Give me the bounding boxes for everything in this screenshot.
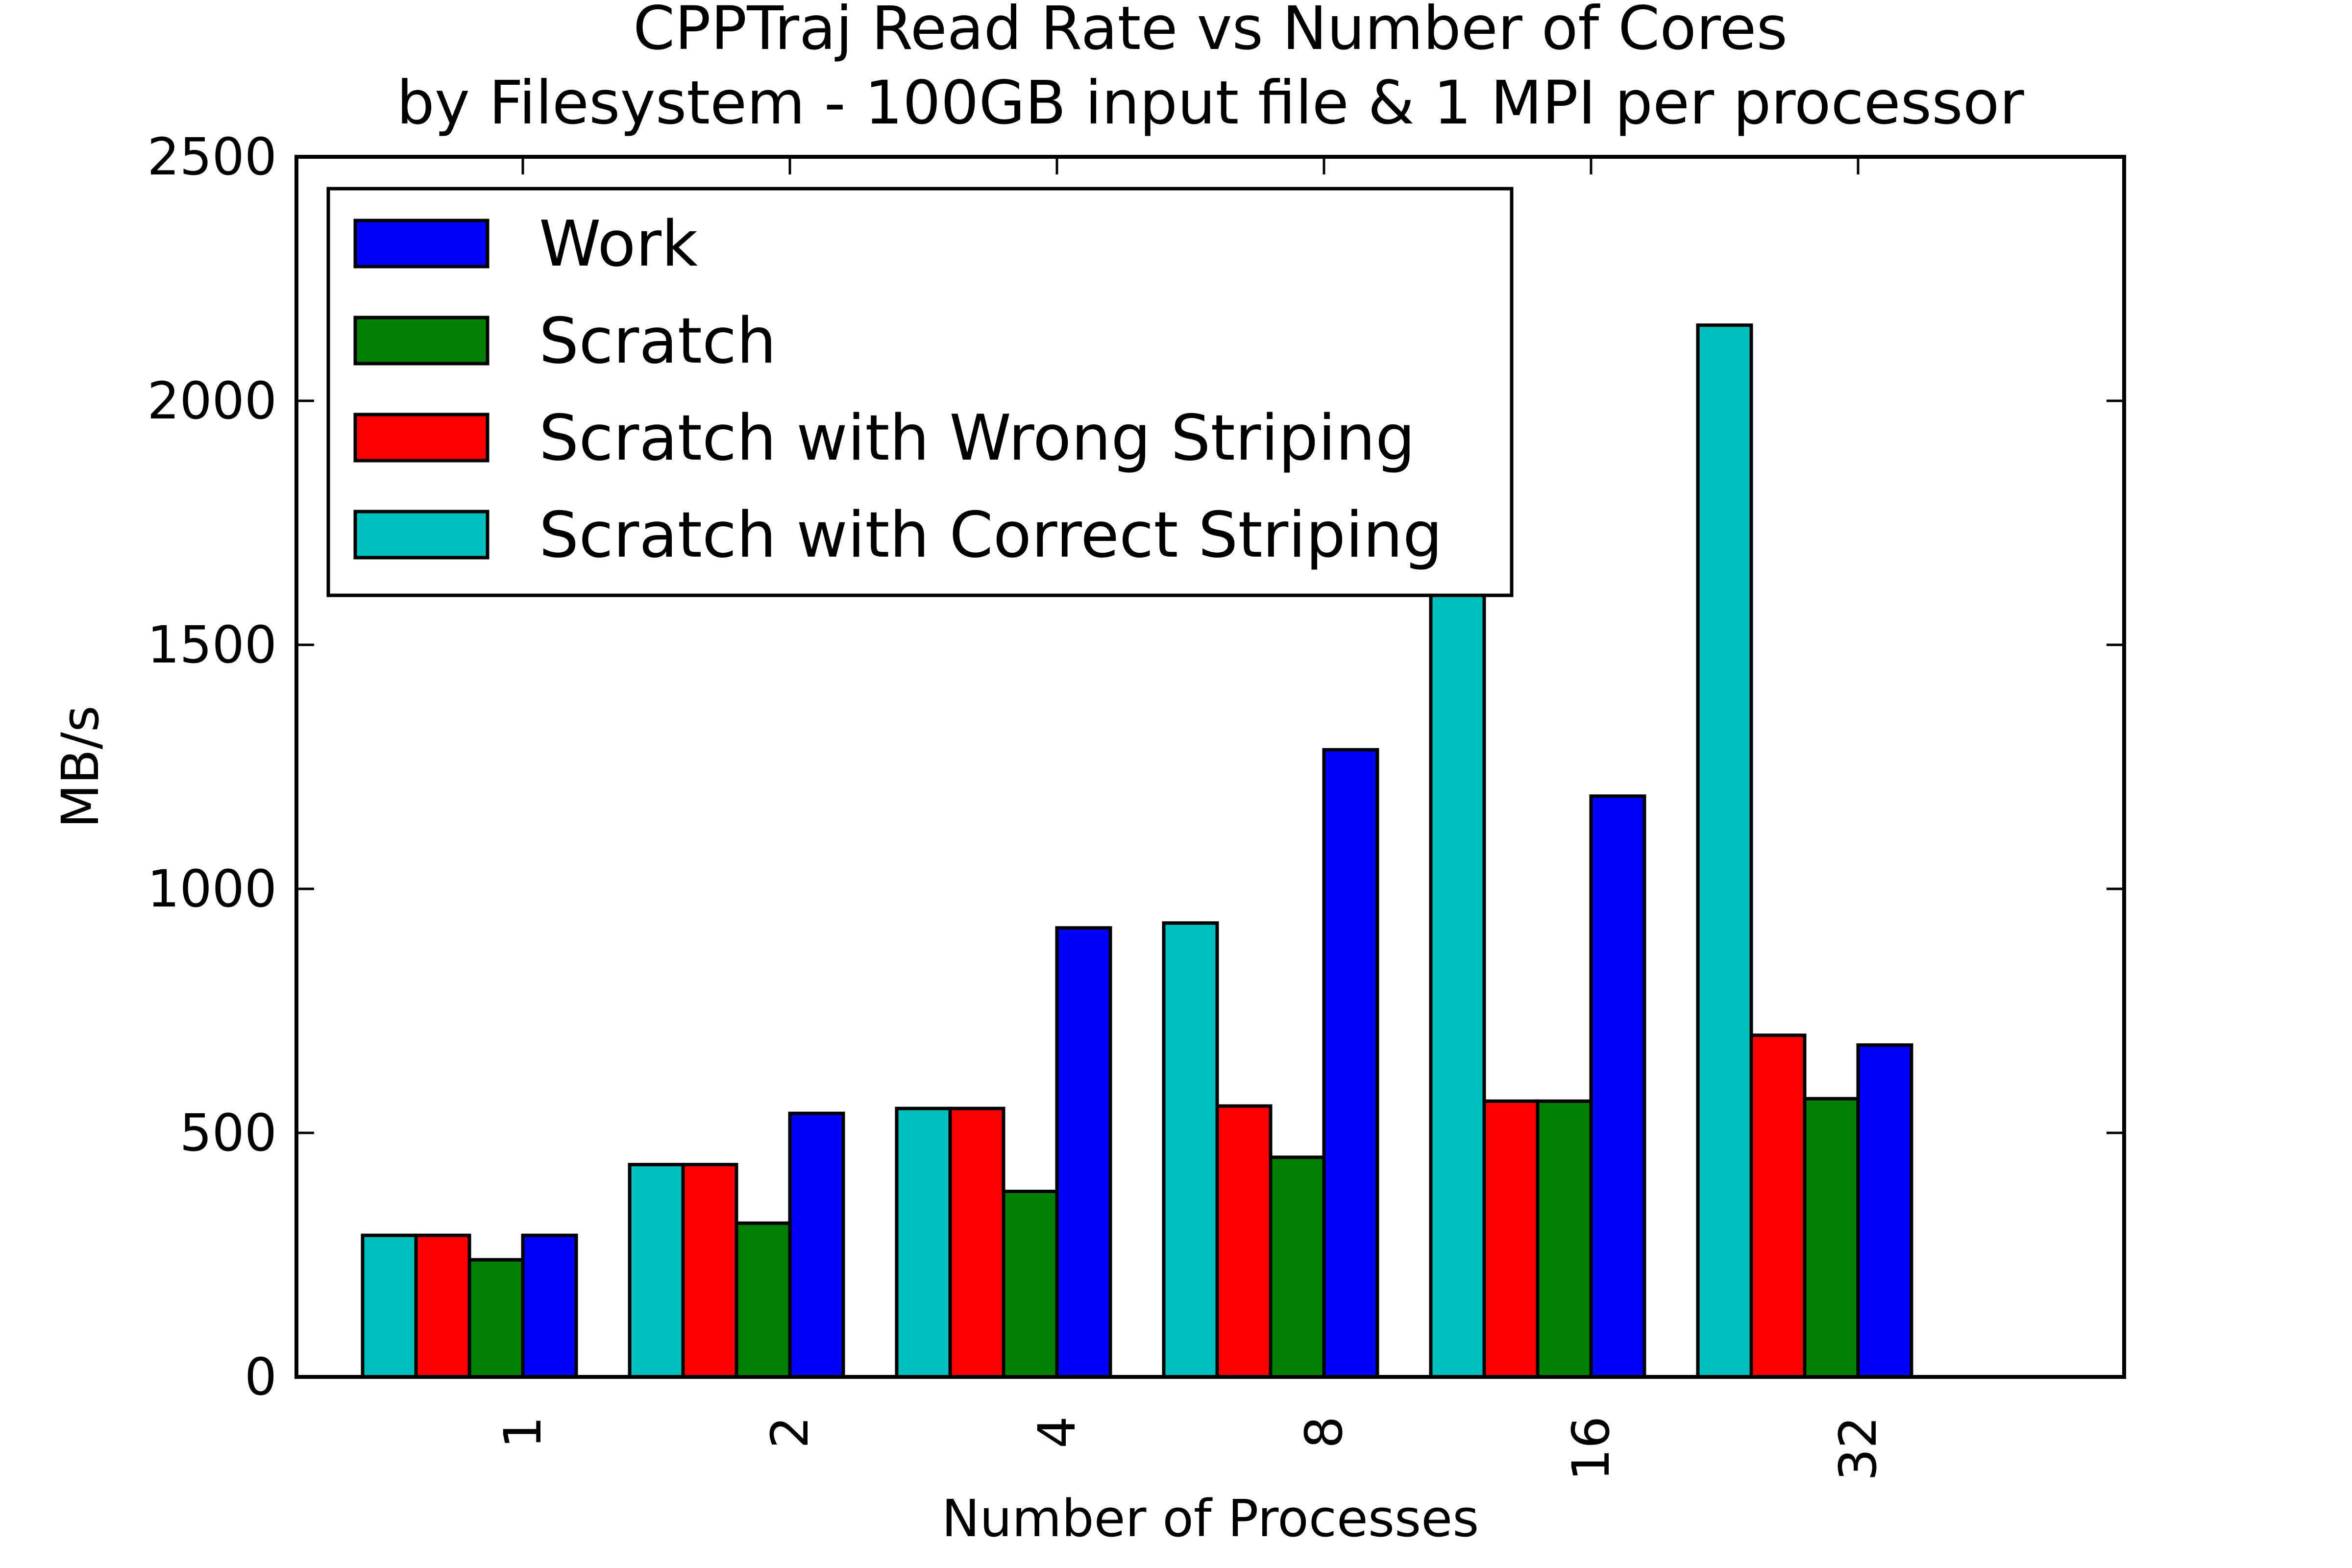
- x-tick-label: 1: [493, 1416, 553, 1448]
- chart-title: CPPTraj Read Rate vs Number of Cores: [633, 0, 1788, 63]
- y-tick-label: 500: [179, 1103, 277, 1163]
- x-tick-label: 4: [1027, 1416, 1087, 1448]
- legend-swatch-work: [353, 219, 490, 269]
- bar-scratch-8: [1269, 1155, 1326, 1379]
- bar-scratch-16: [1536, 1099, 1593, 1379]
- legend-label: Work: [539, 208, 698, 281]
- bar-scratch-with-wrong-striping-1: [414, 1233, 471, 1379]
- legend-label: Scratch with Wrong Striping: [539, 402, 1415, 475]
- bar-scratch-with-correct-striping-8: [1162, 921, 1219, 1379]
- bar-scratch-with-wrong-striping-8: [1215, 1104, 1273, 1379]
- bar-scratch-with-correct-striping-1: [361, 1233, 418, 1379]
- y-tick-label: 1500: [147, 615, 277, 675]
- y-tick-label: 2500: [147, 127, 277, 187]
- legend-swatch-scratch: [353, 316, 490, 366]
- plot-frame: [294, 155, 2126, 1379]
- bar-scratch-with-correct-striping-32: [1696, 323, 1753, 1379]
- bars: [361, 323, 1913, 1379]
- legend-swatch-scratch-with-wrong-striping: [353, 413, 490, 463]
- legend-frame: [326, 187, 1514, 597]
- y-axis-label: MB/s: [50, 706, 110, 828]
- bar-scratch-with-wrong-striping-4: [948, 1106, 1005, 1379]
- y-tick-label: 2000: [147, 371, 277, 431]
- legend-swatch-scratch-with-correct-striping: [353, 510, 490, 560]
- bar-work-32: [1856, 1043, 1913, 1379]
- bar-work-4: [1055, 926, 1112, 1379]
- legend-label: Scratch with Correct Striping: [539, 499, 1443, 572]
- ticks: 0 500 1000 1500 2000 2500 1 2 4 8 16 32: [147, 127, 2124, 1481]
- bar-work-8: [1322, 748, 1379, 1379]
- bar-work-1: [521, 1233, 578, 1379]
- bar-scratch-4: [1002, 1190, 1059, 1379]
- bar-scratch-with-correct-striping-4: [895, 1106, 952, 1379]
- bar-work-16: [1589, 794, 1646, 1379]
- x-tick-label: 8: [1294, 1416, 1354, 1448]
- bar-scratch-32: [1803, 1097, 1860, 1379]
- legend-label: Scratch: [539, 305, 776, 378]
- x-tick-label: 32: [1828, 1416, 1888, 1481]
- x-tick-label: 16: [1561, 1416, 1621, 1481]
- y-tick-label: 0: [245, 1347, 277, 1407]
- bar-scratch-1: [467, 1258, 525, 1379]
- bar-scratch-with-wrong-striping-16: [1482, 1099, 1540, 1379]
- bar-scratch-with-wrong-striping-2: [681, 1163, 738, 1379]
- bar-scratch-with-wrong-striping-32: [1749, 1033, 1807, 1379]
- legend: Work Scratch Scratch with Wrong Striping Sc…: [326, 187, 1514, 597]
- x-axis-label: Number of Processes: [942, 1489, 1479, 1548]
- y-tick-label: 1000: [147, 859, 277, 919]
- bar-scratch-2: [735, 1221, 792, 1379]
- chart-subtitle: by Filesystem - 100GB input file & 1 MPI…: [396, 68, 2024, 138]
- bar-scratch-with-correct-striping-2: [628, 1163, 685, 1379]
- bar-scratch-with-correct-striping-16: [1429, 580, 1486, 1379]
- bar-work-2: [788, 1111, 845, 1379]
- x-tick-label: 2: [760, 1416, 820, 1448]
